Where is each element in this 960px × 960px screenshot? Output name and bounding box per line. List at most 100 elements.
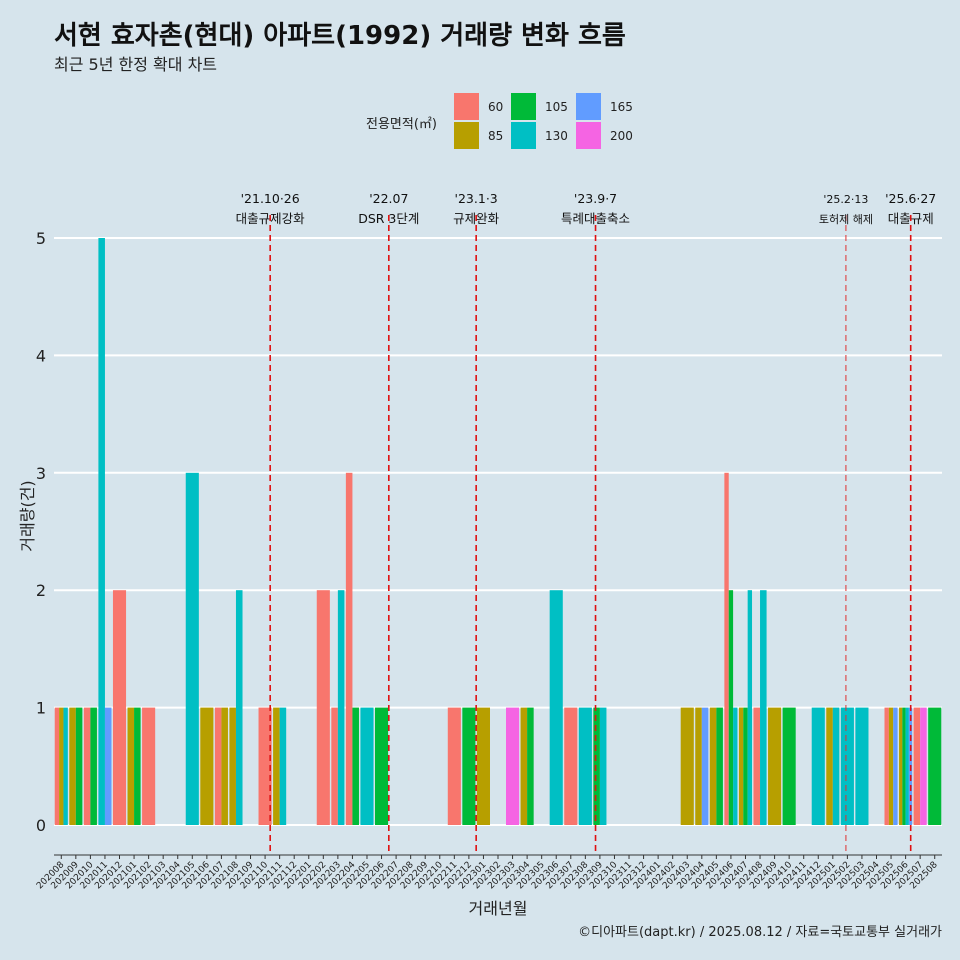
bar-130-202105 xyxy=(185,472,199,825)
bar-85-202506 xyxy=(899,707,903,825)
event-desc-label: 규제완화 xyxy=(453,211,500,226)
bar-60-202010 xyxy=(83,707,91,825)
bar-130-202408 xyxy=(760,590,767,825)
event-lines: '21.10·26 대출규제강화 '22.07 DSR 3단계 '23.1·3 규제완화 '… xyxy=(236,191,936,855)
legend-label: 130 xyxy=(545,129,568,143)
y-tick-label: 2 xyxy=(36,581,46,600)
bar-85-202404 xyxy=(695,707,702,825)
x-axis-title: 거래년월 xyxy=(469,899,528,918)
legend-label: 105 xyxy=(545,100,568,114)
bar-85-202301 xyxy=(476,707,490,825)
bar-layer xyxy=(54,238,942,825)
event-desc-label: 대출규제강화 xyxy=(236,211,306,226)
bar-200-202303 xyxy=(506,707,520,825)
bar-130-202506 xyxy=(905,707,909,825)
bar-105-202304 xyxy=(527,707,534,825)
bar-130-202306 xyxy=(549,590,563,825)
bar-165-202404 xyxy=(701,707,709,825)
y-tick-label: 0 xyxy=(36,816,46,835)
legend-swatch-165 xyxy=(576,93,601,120)
legend-swatch-105 xyxy=(511,93,536,120)
bar-85-202106 xyxy=(200,707,214,825)
bar-130-202502 xyxy=(840,707,854,825)
bar-85-202505 xyxy=(888,707,894,825)
bar-200-202507 xyxy=(920,707,927,825)
bar-105-202212 xyxy=(462,707,476,825)
bar-85-202405 xyxy=(709,707,717,825)
legend-swatch-60 xyxy=(454,93,479,120)
source-caption: ©디아파트(dapt.kr) / 2025.08.12 / 자료=국토교통부 실… xyxy=(578,925,942,940)
bar-105-202101 xyxy=(134,707,141,825)
legend-title: 전용면적(㎡) xyxy=(366,117,437,132)
legend-swatch-130 xyxy=(511,122,536,149)
bar-60-202107 xyxy=(214,707,222,825)
bar-60-202505 xyxy=(884,707,889,825)
bar-130-202205 xyxy=(360,707,374,825)
bar-105-202410 xyxy=(782,707,796,825)
event-date-label: '22.07 xyxy=(369,191,408,206)
bar-105-202506 xyxy=(902,707,906,825)
bar-105-202407 xyxy=(743,707,748,825)
bar-130-202503 xyxy=(855,707,869,825)
event-desc-label: DSR 3단계 xyxy=(358,211,419,226)
y-axis: 0 1 2 3 4 5 xyxy=(36,229,46,835)
bar-130-202011 xyxy=(98,238,105,825)
bar-85-202409 xyxy=(768,707,782,825)
bar-130-202412 xyxy=(811,707,825,825)
bar-165-202505 xyxy=(893,707,898,825)
bar-105-202508 xyxy=(928,707,942,825)
event-date-label: '23.9·7 xyxy=(574,191,617,206)
bar-60-202202 xyxy=(316,590,330,825)
event-date-label: '25.6·27 xyxy=(885,191,936,206)
legend-label: 200 xyxy=(610,129,633,143)
bar-130-202501 xyxy=(832,707,840,825)
bar-60-202008 xyxy=(54,707,60,825)
event-date-label: '23.1·3 xyxy=(455,191,498,206)
bar-130-202008 xyxy=(63,707,68,825)
legend-label: 165 xyxy=(610,100,633,114)
bar-85-202101 xyxy=(127,707,135,825)
bar-105-202010 xyxy=(90,707,97,825)
legend-label: 60 xyxy=(488,100,503,114)
y-tick-label: 3 xyxy=(36,464,46,483)
bar-60-202408 xyxy=(753,707,761,825)
legend-swatch-200 xyxy=(576,122,601,149)
bar-60-202307 xyxy=(564,707,578,825)
bar-105-202309 xyxy=(593,707,600,825)
bar-85-202304 xyxy=(520,707,528,825)
event-desc-label: 토허제 해제 xyxy=(819,212,873,226)
bar-130-202308 xyxy=(578,707,592,825)
legend: 전용면적(㎡) 60 85 105 130 165 200 xyxy=(366,93,633,149)
bar-130-202108 xyxy=(235,590,243,825)
bar-85-202403 xyxy=(680,707,694,825)
legend-swatch-85 xyxy=(454,122,479,149)
chart-subtitle: 최근 5년 한정 확대 차트 xyxy=(54,55,217,74)
bar-60-202102 xyxy=(142,707,156,825)
event-desc-label: 특례대출축소 xyxy=(561,211,630,226)
bar-85-202009 xyxy=(69,707,76,825)
bar-85-202111 xyxy=(273,707,280,825)
event-date-label: '25.2·13 xyxy=(823,193,868,206)
bar-60-202110 xyxy=(258,707,272,825)
bar-130-202407 xyxy=(747,590,753,825)
bar-130-202406 xyxy=(733,707,738,825)
bar-60-202406 xyxy=(724,472,729,825)
bar-165-202011 xyxy=(104,707,112,825)
x-axis: 2020082020092020102020112020122021012021… xyxy=(35,854,942,891)
y-tick-label: 4 xyxy=(36,346,46,365)
event-date-label: '21.10·26 xyxy=(241,191,300,206)
bar-105-202406 xyxy=(728,590,734,825)
bar-85-202107 xyxy=(221,707,228,825)
bar-85-202407 xyxy=(738,707,744,825)
bar-130-202111 xyxy=(279,707,287,825)
chart-title: 서현 효자촌(현대) 아파트(1992) 거래량 변화 흐름 xyxy=(54,21,626,51)
y-tick-label: 5 xyxy=(36,229,46,248)
bar-60-202012 xyxy=(112,590,127,825)
bar-105-202206 xyxy=(374,707,389,825)
bar-85-202501 xyxy=(826,707,833,825)
bar-105-202009 xyxy=(75,707,83,825)
bar-60-202507 xyxy=(913,707,921,825)
y-axis-title: 거래량(건) xyxy=(18,480,37,551)
